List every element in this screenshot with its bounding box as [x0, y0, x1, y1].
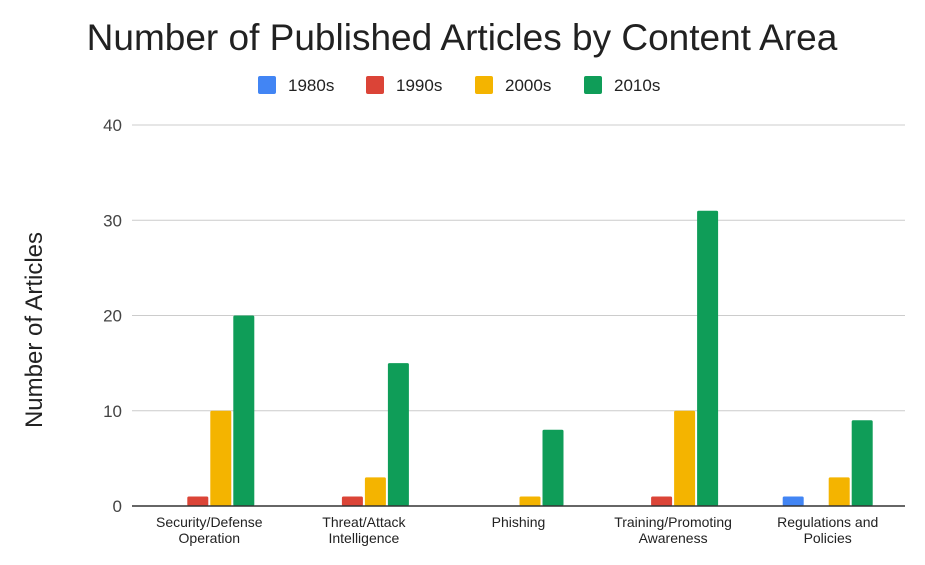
- bar-2000s: [364, 477, 386, 506]
- bar-2000s: [828, 477, 850, 506]
- bar-2010s: [697, 210, 719, 506]
- legend-item: 2000s: [475, 76, 551, 95]
- legend-label: 2000s: [505, 76, 551, 95]
- x-axis-category-labels: Security/Defense Operation Threat/Attack In…: [156, 514, 878, 546]
- legend-item: 1980s: [258, 76, 334, 95]
- y-tick-label: 10: [103, 402, 122, 421]
- bar-2010s: [542, 429, 564, 506]
- bar-1990s: [341, 496, 363, 506]
- chart-title: Number of Published Articles by Content …: [87, 17, 838, 58]
- bar-1990s: [187, 496, 209, 506]
- y-tick-label: 0: [113, 497, 122, 516]
- legend-swatch: [584, 76, 602, 94]
- bar-1980s: [782, 496, 804, 506]
- bar-2010s: [851, 420, 873, 506]
- bar-2000s: [210, 410, 232, 506]
- y-axis-label: Number of Articles: [21, 232, 48, 428]
- legend-swatch: [366, 76, 384, 94]
- y-tick-label: 20: [103, 307, 122, 326]
- legend: 1980s 1990s 2000s 2010s: [258, 76, 660, 95]
- x-category-label: Regulations and Policies: [777, 514, 878, 546]
- bar-2010s: [387, 363, 409, 506]
- bars: [187, 210, 873, 506]
- gridlines: [132, 124, 905, 412]
- legend-swatch: [475, 76, 493, 94]
- legend-label: 2010s: [614, 76, 660, 95]
- x-category-label: Threat/Attack Intelligence: [322, 514, 406, 546]
- bar-2000s: [674, 410, 696, 506]
- bar-2010s: [233, 315, 255, 506]
- legend-label: 1990s: [396, 76, 442, 95]
- y-tick-label: 30: [103, 211, 122, 230]
- legend-swatch: [258, 76, 276, 94]
- y-axis-ticks: 0 10 20 30 40: [103, 116, 122, 516]
- legend-label: 1980s: [288, 76, 334, 95]
- y-tick-label: 40: [103, 116, 122, 135]
- x-category-label: Phishing: [492, 514, 546, 530]
- legend-item: 2010s: [584, 76, 660, 95]
- legend-item: 1990s: [366, 76, 442, 95]
- bar-2000s: [519, 496, 541, 506]
- x-category-label: Security/Defense Operation: [156, 514, 263, 546]
- x-category-label: Training/Promoting Awareness: [614, 514, 732, 546]
- bar-1990s: [651, 496, 673, 506]
